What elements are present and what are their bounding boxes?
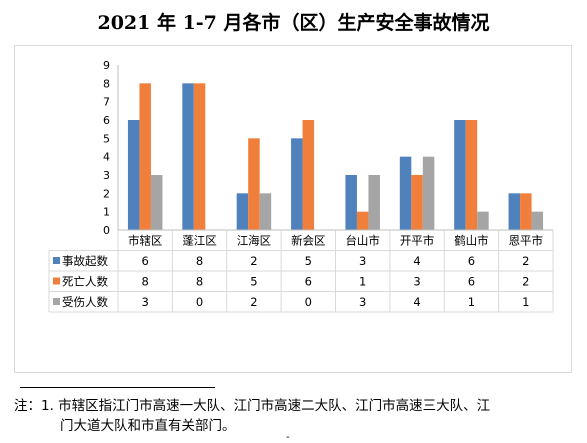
y-tick-label: 6 <box>103 114 110 127</box>
chart-frame <box>14 45 572 373</box>
bar-2-6 <box>411 175 423 230</box>
bar-2-4 <box>302 120 315 230</box>
legend-swatch <box>53 298 60 305</box>
data-label: 1 <box>359 275 366 289</box>
category-label: 鹤山市 <box>454 234 489 248</box>
data-label: 2 <box>250 254 257 268</box>
data-label: 3 <box>359 295 366 309</box>
legend-swatch <box>53 277 60 285</box>
category-label: 新会区 <box>291 234 326 248</box>
footnote-line-2: 门大道大队和市直有关部门。 <box>60 418 236 434</box>
bar-2-3 <box>248 138 260 230</box>
y-tick-label: 8 <box>103 77 110 90</box>
legend-label: 受伤人数 <box>62 295 108 309</box>
bar-1-5 <box>345 175 357 230</box>
bar-2-2 <box>193 83 206 230</box>
data-label: 6 <box>468 254 475 268</box>
bar-1-3 <box>236 193 249 230</box>
data-label: 3 <box>359 254 366 268</box>
y-tick-label: 5 <box>103 132 110 145</box>
data-label: 3 <box>413 275 420 289</box>
bar-3-8 <box>531 211 544 230</box>
data-label: 6 <box>142 254 149 268</box>
data-label: 8 <box>196 254 203 268</box>
bar-1-7 <box>454 120 466 230</box>
bar-1-4 <box>291 138 303 230</box>
legend-label: 事故起数 <box>62 254 108 268</box>
y-tick-label: 7 <box>103 96 110 109</box>
data-label: 5 <box>305 254 312 268</box>
bar-2-5 <box>356 211 369 230</box>
footnote-line-1: 注：1. 市辖区指江门市高速一大队、江门市高速二大队、江门市高速三大队、江 <box>14 398 491 414</box>
bar-3-3 <box>259 193 272 230</box>
data-label: 0 <box>196 295 203 309</box>
data-label: 1 <box>522 295 529 309</box>
category-label: 市辖区 <box>128 234 163 248</box>
category-label: 开平市 <box>400 234 435 248</box>
bar-3-5 <box>368 175 380 230</box>
y-tick-label: 1 <box>103 206 110 219</box>
bar-2-8 <box>520 193 532 230</box>
y-tick-label: 4 <box>103 151 110 164</box>
data-label: 5 <box>250 275 257 289</box>
data-label: 4 <box>413 295 420 309</box>
data-label: 0 <box>305 295 312 309</box>
data-label: 2 <box>522 275 529 289</box>
bar-3-1 <box>150 175 163 230</box>
y-tick-label: 2 <box>103 187 110 200</box>
data-label: 4 <box>413 254 420 268</box>
data-label: 6 <box>468 275 475 289</box>
footnote-divider <box>20 387 215 388</box>
bar-3-6 <box>422 156 435 230</box>
data-label: 1 <box>468 295 475 309</box>
y-tick-label: 0 <box>103 224 110 237</box>
page-mark: - <box>286 432 290 443</box>
data-label: 8 <box>196 275 203 289</box>
bar-1-6 <box>399 156 412 230</box>
category-label: 台山市 <box>345 234 380 248</box>
data-label: 2 <box>522 254 529 268</box>
legend-swatch <box>53 257 60 264</box>
data-label: 6 <box>305 275 312 289</box>
bar-2-1 <box>139 83 151 230</box>
category-label: 江海区 <box>237 234 272 248</box>
data-label: 8 <box>142 275 149 289</box>
data-label: 3 <box>142 295 149 309</box>
category-label: 恩平市 <box>509 234 544 248</box>
data-label: 2 <box>250 295 257 309</box>
bar-1-1 <box>127 120 140 230</box>
legend-label: 死亡人数 <box>62 275 108 289</box>
bar-1-8 <box>508 193 521 230</box>
category-label: 蓬江区 <box>182 234 217 248</box>
bar-1-2 <box>182 83 194 230</box>
bar-3-7 <box>477 211 489 230</box>
footnote: 注：1. 市辖区指江门市高速一大队、江门市高速二大队、江门市高速三大队、江 门大… <box>14 396 574 436</box>
chart-title: 2021 年 1-7 月各市（区）生产安全事故情况 <box>97 12 490 34</box>
bar-2-7 <box>465 120 478 230</box>
y-tick-label: 3 <box>103 169 110 182</box>
y-tick-label: 9 <box>103 59 110 72</box>
